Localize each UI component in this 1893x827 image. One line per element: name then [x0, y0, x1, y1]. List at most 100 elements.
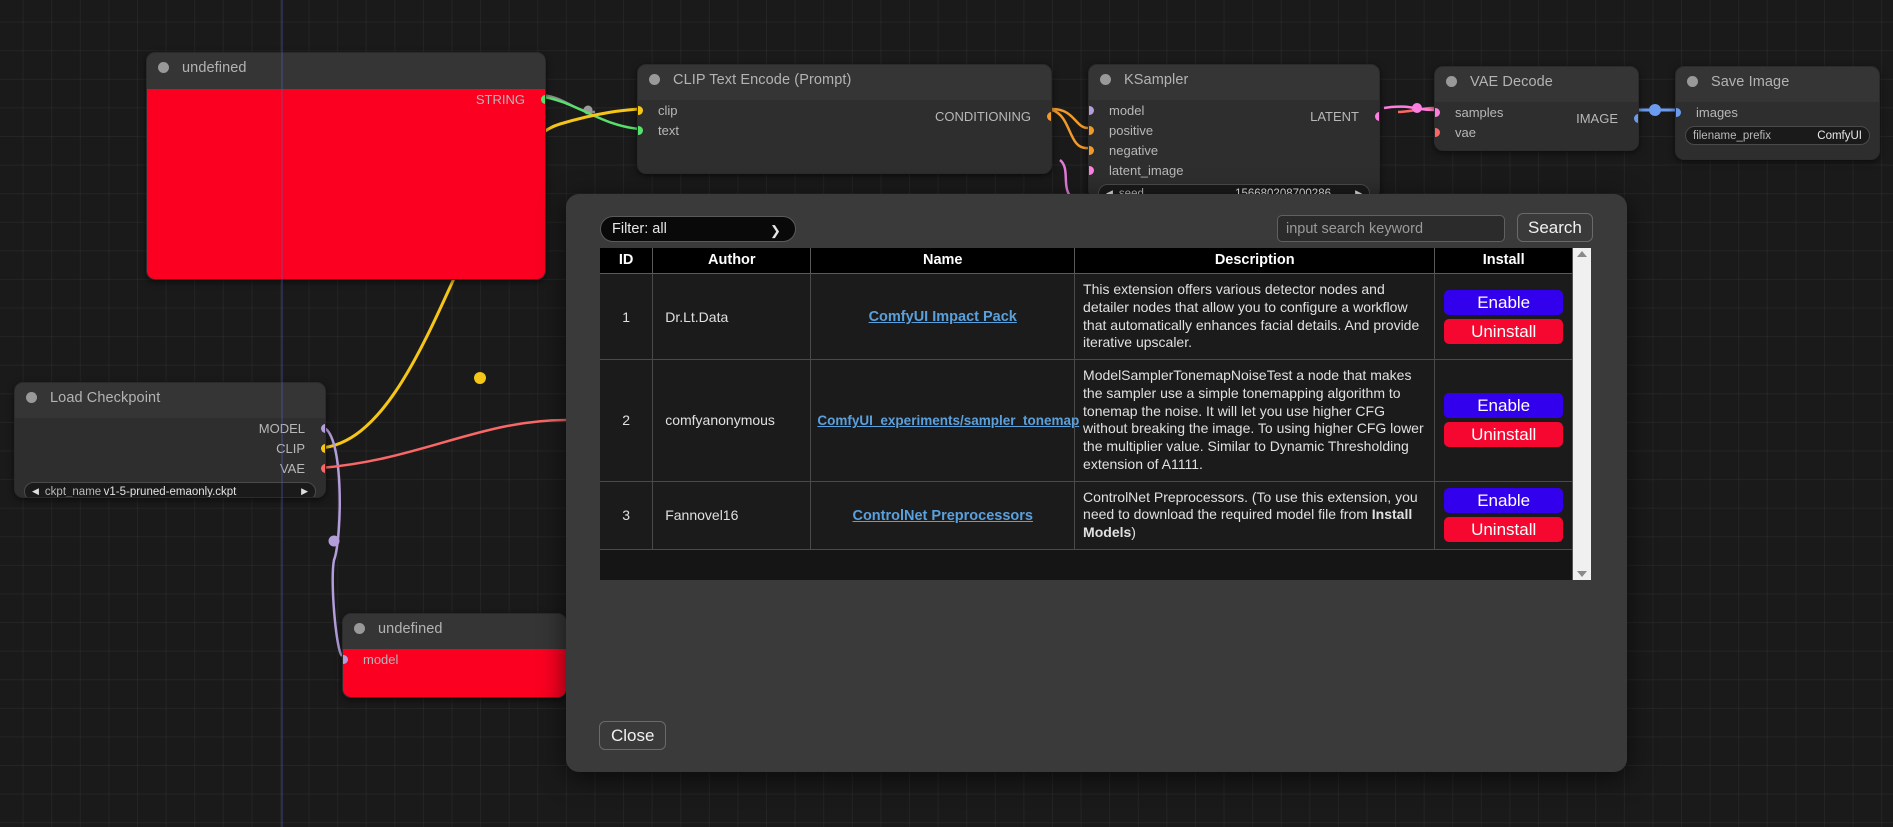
col-header-author[interactable]: Author	[652, 248, 812, 274]
node-output-conditioning[interactable]: CONDITIONING	[638, 106, 1051, 126]
extension-table: ID Author Name Description Install 1 Dr.…	[600, 248, 1572, 550]
node-input-label: images	[1696, 104, 1738, 120]
node-title-bar[interactable]: undefined	[147, 53, 545, 82]
node-output-image[interactable]: IMAGE	[1435, 108, 1638, 128]
port-dot-icon[interactable]	[540, 94, 545, 104]
scroll-up-arrow-icon[interactable]	[1577, 251, 1587, 257]
cell-description: ControlNet Preprocessors. (To use this e…	[1074, 481, 1436, 550]
node-save-image[interactable]: Save Image images filename_prefix ComfyU…	[1675, 66, 1880, 160]
enable-button[interactable]: Enable	[1444, 488, 1563, 514]
port-dot-icon[interactable]	[1089, 165, 1094, 175]
port-dot-icon[interactable]	[638, 125, 643, 135]
port-dot-icon[interactable]	[320, 423, 325, 433]
node-body: samples vae IMAGE	[1435, 102, 1638, 150]
port-dot-icon[interactable]	[1046, 111, 1051, 121]
widget-name-label: seed	[1119, 188, 1144, 199]
port-dot-icon[interactable]	[1089, 125, 1094, 135]
node-input-clip[interactable]: clip	[638, 100, 1051, 120]
table-header-row: ID Author Name Description Install	[600, 248, 1572, 274]
port-dot-icon[interactable]	[1089, 105, 1094, 115]
chevron-left-icon[interactable]: ◀	[32, 486, 39, 496]
chevron-left-icon[interactable]: ◀	[1106, 188, 1113, 198]
col-header-id[interactable]: ID	[600, 248, 654, 274]
node-input-samples[interactable]: samples	[1435, 102, 1638, 122]
node-clip-text-encode[interactable]: CLIP Text Encode (Prompt) clip text COND…	[637, 64, 1052, 174]
node-body: STRING	[147, 89, 545, 279]
port-dot-icon[interactable]	[1089, 145, 1094, 155]
search-input[interactable]	[1277, 215, 1505, 242]
node-input-model[interactable]: model	[343, 649, 566, 669]
chevron-right-icon[interactable]: ▶	[301, 486, 308, 496]
node-output-clip[interactable]: CLIP	[15, 438, 325, 458]
uninstall-button[interactable]: Uninstall	[1444, 517, 1563, 543]
node-output-label: VAE	[279, 460, 305, 476]
node-load-checkpoint[interactable]: Load Checkpoint MODEL CLIP VAE ◀ ckpt_na…	[14, 382, 326, 498]
port-dot-icon[interactable]	[320, 463, 325, 473]
node-vae-decode[interactable]: VAE Decode samples vae IMAGE	[1434, 66, 1639, 151]
node-undefined-string[interactable]: undefined STRING	[146, 52, 546, 280]
cell-install: Enable Uninstall	[1434, 273, 1572, 361]
node-input-text[interactable]: text	[638, 120, 1051, 140]
node-output-vae[interactable]: VAE	[15, 458, 325, 478]
uninstall-button[interactable]: Uninstall	[1444, 318, 1563, 344]
node-title-bar[interactable]: VAE Decode	[1435, 67, 1638, 96]
node-title-bar[interactable]: undefined	[343, 614, 566, 643]
node-title-label: Save Image	[1711, 73, 1790, 90]
node-output-model[interactable]: MODEL	[15, 418, 325, 438]
node-title-bar[interactable]: CLIP Text Encode (Prompt)	[638, 65, 1051, 94]
node-input-label: positive	[1109, 122, 1154, 138]
col-header-description[interactable]: Description	[1074, 248, 1436, 274]
node-title-bar[interactable]: Save Image	[1676, 67, 1879, 96]
node-input-images[interactable]: images	[1676, 102, 1879, 122]
node-title-label: Load Checkpoint	[50, 389, 161, 406]
uninstall-button[interactable]: Uninstall	[1444, 422, 1563, 448]
node-input-latent-image[interactable]: latent_image	[1089, 160, 1379, 180]
extension-link[interactable]: ControlNet Preprocessors	[852, 507, 1033, 524]
cell-description: This extension offers various detector n…	[1074, 273, 1436, 361]
node-title-bar[interactable]: KSampler	[1089, 65, 1379, 94]
node-input-label: text	[658, 122, 679, 138]
col-header-name[interactable]: Name	[810, 248, 1076, 274]
extension-link[interactable]: ComfyUI Impact Pack	[868, 309, 1017, 326]
port-dot-icon[interactable]	[320, 443, 325, 453]
node-input-negative[interactable]: negative	[1089, 140, 1379, 160]
node-ksampler[interactable]: KSampler model positive negative latent_…	[1088, 64, 1380, 199]
extension-link[interactable]: ComfyUI_experiments/sampler_tonemap	[817, 413, 1080, 429]
port-dot-icon[interactable]	[1633, 113, 1638, 123]
node-title-bar[interactable]: Load Checkpoint	[15, 383, 325, 412]
node-undefined-model[interactable]: undefined model	[342, 613, 567, 698]
node-input-model[interactable]: model	[1089, 100, 1379, 120]
filter-select[interactable]: Filter: allFilter: installedFilter: not …	[600, 216, 796, 242]
port-dot-icon[interactable]	[638, 105, 643, 115]
port-dot-icon[interactable]	[1676, 107, 1681, 117]
vertical-scrollbar[interactable]	[1572, 248, 1591, 580]
port-dot-icon[interactable]	[1435, 107, 1440, 117]
search-button[interactable]: Search	[1517, 213, 1593, 242]
port-dot-icon[interactable]	[1374, 111, 1379, 121]
enable-button[interactable]: Enable	[1444, 393, 1563, 419]
chevron-right-icon[interactable]: ▶	[1355, 188, 1362, 198]
extension-table-body: 1 Dr.Lt.Data ComfyUI Impact Pack This ex…	[600, 273, 1572, 550]
enable-button[interactable]: Enable	[1444, 289, 1563, 315]
node-status-dot	[354, 623, 365, 634]
node-status-dot	[1687, 76, 1698, 87]
node-input-vae[interactable]: vae	[1435, 122, 1638, 142]
port-dot-icon[interactable]	[343, 654, 348, 664]
node-output-string[interactable]: STRING	[147, 89, 545, 109]
node-output-label: CONDITIONING	[934, 108, 1031, 124]
node-output-latent[interactable]: LATENT	[1089, 106, 1379, 126]
node-input-label: negative	[1109, 142, 1159, 158]
cell-id: 3	[600, 481, 654, 550]
scroll-down-arrow-icon[interactable]	[1577, 571, 1587, 577]
close-button[interactable]: Close	[599, 721, 667, 750]
description-bold-term: Install Models	[1083, 506, 1413, 541]
col-header-install[interactable]: Install	[1434, 248, 1572, 274]
widget-filename-prefix[interactable]: filename_prefix ComfyUI	[1685, 126, 1870, 145]
node-status-dot	[649, 74, 660, 85]
widget-ckpt-name[interactable]: ◀ ckpt_name v1-5-pruned-emaonly.ckpt ▶	[24, 482, 316, 497]
cell-id: 1	[600, 273, 654, 361]
extension-table-scroll-area[interactable]: ID Author Name Description Install 1 Dr.…	[600, 248, 1572, 580]
node-input-positive[interactable]: positive	[1089, 120, 1379, 140]
port-dot-icon[interactable]	[1435, 127, 1440, 137]
widget-value-label: 156680208700286	[1235, 188, 1331, 199]
